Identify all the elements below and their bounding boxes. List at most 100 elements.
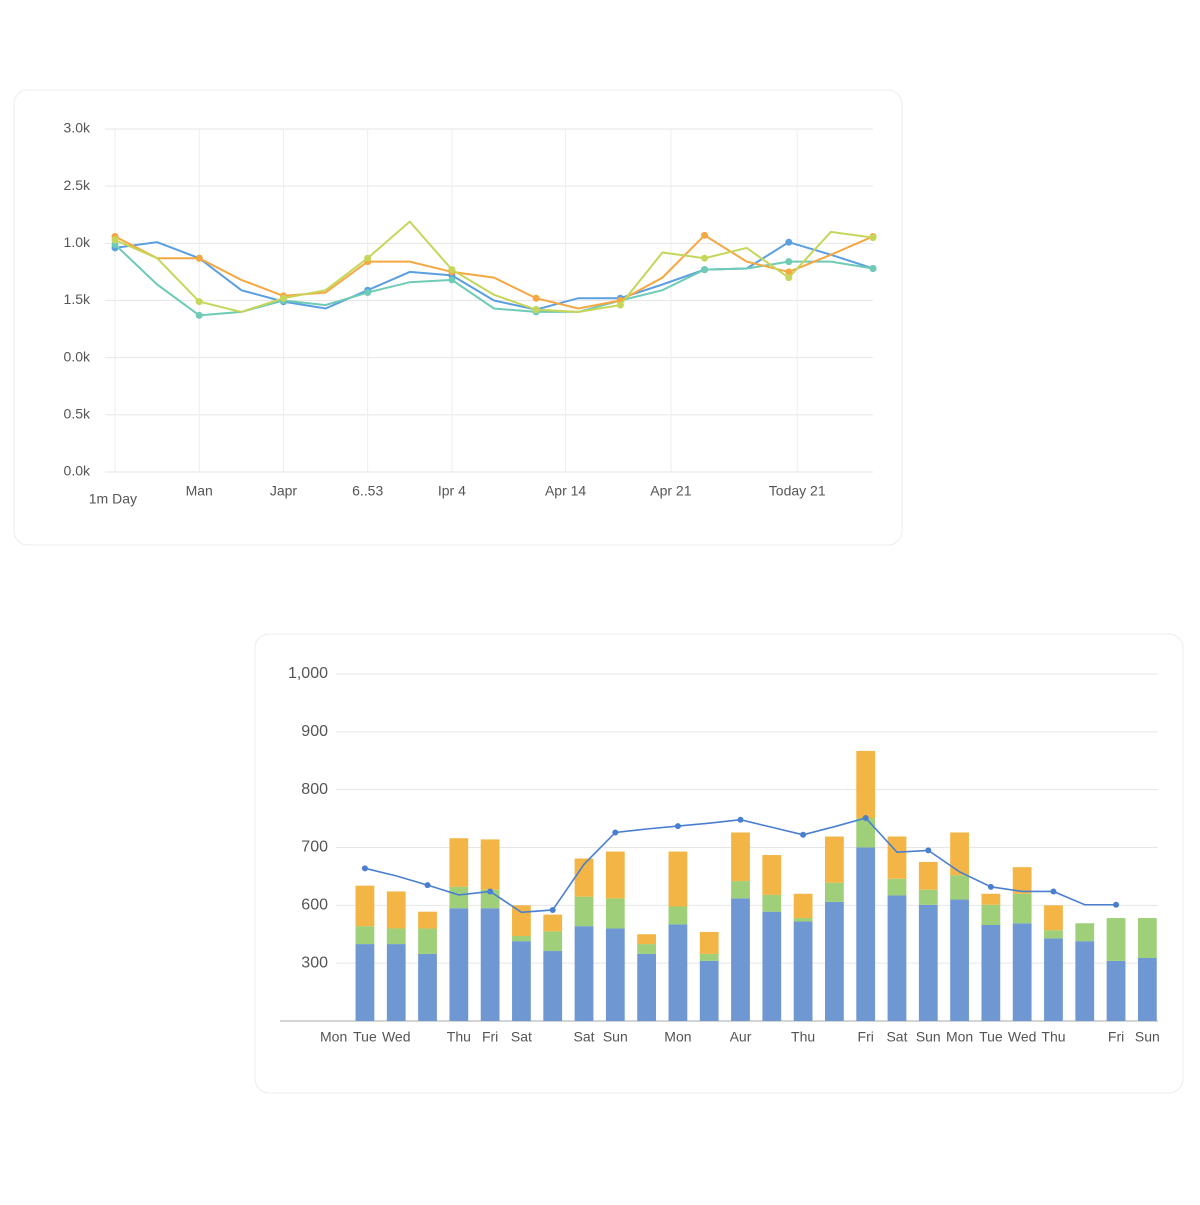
bar-segment — [418, 953, 437, 1021]
bar-segment — [1044, 938, 1063, 1021]
bar-segment — [386, 928, 406, 945]
bar-segment — [512, 905, 531, 936]
bar-segment — [449, 908, 469, 1021]
x-tick-label: Thu — [1041, 1029, 1065, 1045]
bar-segment — [887, 895, 907, 1021]
bar-segment — [668, 851, 688, 907]
x-tick-label: Sat — [886, 1029, 907, 1045]
x-tick-label: Sun — [603, 1029, 628, 1045]
point — [737, 816, 744, 823]
bar-segment — [1012, 867, 1032, 894]
point — [616, 301, 624, 309]
point — [785, 238, 793, 246]
bar-segment — [1137, 918, 1157, 958]
bar-segment — [418, 911, 437, 929]
y-tick-label: 1.5k — [64, 291, 91, 307]
x-tick-label: Apr 14 — [545, 483, 586, 499]
bar-segment — [793, 918, 813, 922]
bar-segment — [699, 953, 719, 961]
bar-segment — [699, 931, 719, 954]
bar-segment — [637, 944, 656, 954]
bar-segment — [668, 906, 688, 925]
x-tick-label: Fri — [858, 1029, 874, 1045]
bar-segment — [1106, 960, 1126, 1021]
x-tick-label: 6..53 — [352, 483, 383, 499]
point — [785, 268, 793, 276]
x-tick-label: Wed — [1008, 1029, 1037, 1045]
bar-segment — [355, 926, 375, 945]
point — [549, 906, 556, 913]
bar-segment — [418, 928, 437, 954]
bar-segment — [762, 894, 782, 912]
point — [111, 236, 119, 244]
bar-segment — [386, 944, 406, 1021]
y-tick-label: 1.0k — [64, 234, 91, 250]
point — [364, 254, 372, 262]
bar-segment — [543, 931, 563, 952]
point — [364, 288, 372, 296]
bar-segment — [825, 882, 844, 902]
point — [869, 264, 877, 272]
point — [195, 298, 203, 306]
bar-segment — [512, 935, 531, 942]
y-tick-label: 0.0k — [64, 348, 91, 364]
point — [487, 888, 494, 895]
bar-segment — [856, 818, 876, 848]
bar-segment — [543, 914, 563, 932]
x-tick-label: Sun — [916, 1029, 941, 1045]
x-tick-label: Today 21 — [769, 483, 826, 499]
bar-segment — [793, 893, 813, 919]
x-tick-label: Thu — [447, 1029, 471, 1045]
x-tick-label: Tue — [353, 1029, 377, 1045]
bar-segment — [1075, 923, 1095, 942]
point — [869, 234, 877, 242]
bar-segment — [918, 904, 938, 1021]
bar-segment — [574, 926, 594, 1021]
y-tick-label: 800 — [301, 781, 328, 798]
x-tick-label: Tue — [979, 1029, 1003, 1045]
x-tick-label: Wed — [382, 1029, 411, 1045]
bar-segment — [605, 851, 625, 899]
x-tick-label: Man — [186, 483, 213, 499]
y-tick-label: 1,000 — [288, 665, 328, 682]
bar-segment — [887, 878, 907, 896]
point — [701, 266, 709, 274]
point — [448, 276, 456, 284]
bar-segment — [355, 885, 375, 927]
x-tick-label: Japr — [270, 483, 298, 499]
bar-segment — [731, 832, 750, 882]
bar-segment — [1012, 923, 1032, 1021]
bar-segment — [981, 893, 1001, 905]
point — [785, 274, 793, 282]
point — [862, 815, 869, 822]
bar-segment — [731, 898, 750, 1021]
line-series — [114, 234, 874, 310]
x-tick-label: Sat — [511, 1029, 532, 1045]
x-tick-label: Mon — [664, 1029, 691, 1045]
x-tick-label: Thu — [791, 1029, 815, 1045]
bar-segment — [386, 891, 406, 929]
bar-segment — [793, 921, 813, 1021]
y-tick-label: 700 — [301, 839, 328, 856]
bar-segment — [480, 908, 500, 1021]
x-tick-label: Fri — [482, 1029, 498, 1045]
point — [1113, 901, 1120, 908]
y-tick-label: 900 — [301, 723, 328, 740]
point — [1050, 888, 1057, 895]
x-tick-label: Mon — [320, 1029, 347, 1045]
bar-segment — [699, 960, 719, 1021]
bar-segment — [605, 898, 625, 929]
bar-segment — [543, 951, 563, 1021]
bar-segment — [950, 899, 969, 1021]
bar-segment — [918, 861, 938, 890]
point — [612, 829, 619, 836]
point — [785, 258, 793, 266]
point — [925, 847, 932, 854]
bar-segment — [762, 855, 782, 895]
point — [674, 823, 681, 830]
y-tick-label: 0.5k — [64, 406, 91, 422]
point — [987, 883, 994, 890]
x-tick-label: Mon — [946, 1029, 973, 1045]
point — [800, 831, 807, 838]
